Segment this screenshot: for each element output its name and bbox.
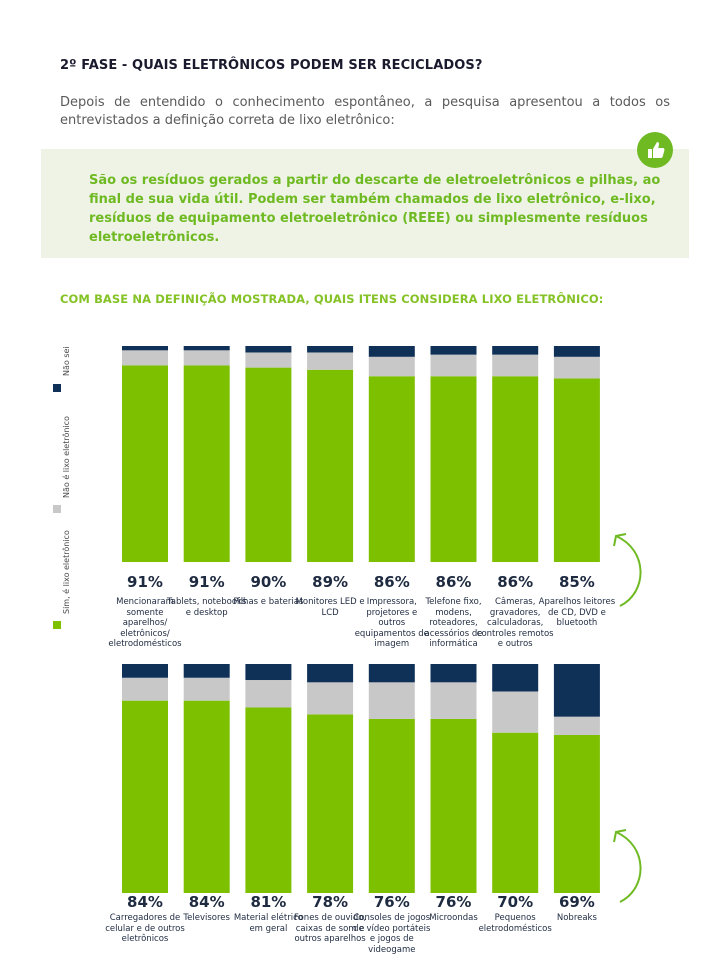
category-label: Material elétrico em geral bbox=[233, 913, 303, 934]
bar-segment-row1-7-s1 bbox=[553, 356, 600, 379]
legend-label-nao-sei: Não sei bbox=[62, 346, 71, 376]
bar-value-label: 76% bbox=[373, 893, 410, 911]
bar-segment-row1-3-s0 bbox=[307, 369, 354, 562]
bar-segment-row1-6-s0 bbox=[492, 376, 539, 562]
bar-segment-row2-2-s1 bbox=[245, 680, 292, 708]
bar-value-label: 86% bbox=[373, 573, 410, 591]
definition-box: São os resíduos gerados a partir do desc… bbox=[41, 149, 689, 258]
bar-segment-row2-7-s0 bbox=[553, 734, 600, 893]
category-label: Pequenos eletrodomésticos bbox=[478, 913, 552, 934]
section-title: 2º FASE - QUAIS ELETRÔNICOS PODEM SER RE… bbox=[60, 58, 483, 73]
bar-segment-row2-5-s1 bbox=[430, 682, 477, 719]
bar-value-label: 70% bbox=[497, 893, 534, 911]
chart-legend: Sim, é lixo eletrônico Não é lixo eletrô… bbox=[48, 340, 71, 640]
bar-segment-row1-0-s2 bbox=[122, 346, 168, 351]
category-label: Monitores LED e LCD bbox=[295, 597, 365, 618]
category-label: Carregadores de celular e de outros elet… bbox=[105, 913, 185, 944]
bar-segment-row2-4-s2 bbox=[368, 664, 415, 683]
legend-label-sim: Sim, é lixo eletrônico bbox=[62, 530, 71, 614]
bar-segment-row2-0-s2 bbox=[122, 664, 168, 678]
bar-segment-row2-4-s0 bbox=[368, 718, 415, 893]
bar-segment-row1-5-s0 bbox=[430, 376, 477, 562]
bar-value-label: 86% bbox=[497, 573, 534, 591]
bar-value-label: 86% bbox=[435, 573, 472, 591]
bar-value-label: 84% bbox=[188, 893, 225, 911]
category-label: Tablets, notebooks e desktop bbox=[166, 597, 247, 618]
bar-value-label: 91% bbox=[188, 573, 225, 591]
legend-swatch-sim bbox=[53, 621, 61, 629]
intro-paragraph: Depois de entendido o conhecimento espon… bbox=[60, 95, 670, 128]
bar-segment-row2-1-s1 bbox=[183, 677, 230, 701]
bar-segment-row2-0-s0 bbox=[122, 700, 168, 893]
category-label: Telefone fixo, modens, roteadores, acess… bbox=[424, 597, 483, 649]
bar-segment-row1-5-s2 bbox=[430, 346, 477, 355]
curved-arrow-icon bbox=[613, 829, 642, 903]
curved-arrow-icon bbox=[613, 533, 642, 607]
bar-segment-row1-2-s0 bbox=[245, 367, 292, 562]
bar-segment-row1-3-s1 bbox=[307, 352, 354, 370]
legend-label-nao: Não é lixo eletrônico bbox=[62, 416, 71, 498]
category-label: Mencionaram somente aparelhos/ eletrônic… bbox=[108, 597, 182, 649]
bar-value-label: 91% bbox=[127, 573, 163, 591]
bar-segment-row1-1-s1 bbox=[183, 350, 230, 366]
bar-segment-row2-7-s1 bbox=[553, 716, 600, 735]
bar-segment-row1-0-s1 bbox=[122, 350, 168, 366]
bar-segment-row1-4-s2 bbox=[368, 346, 415, 357]
bar-segment-row1-6-s1 bbox=[492, 354, 539, 377]
bar-value-label: 90% bbox=[250, 573, 287, 591]
bar-value-label: 81% bbox=[250, 893, 287, 911]
category-label: Aparelhos leitores de CD, DVD e bluetoot… bbox=[538, 597, 616, 628]
bar-value-label: 89% bbox=[312, 573, 349, 591]
bar-segment-row1-7-s2 bbox=[553, 346, 600, 357]
bar-value-label: 69% bbox=[558, 893, 595, 911]
bar-segment-row1-5-s1 bbox=[430, 354, 477, 377]
definition-text: São os resíduos gerados a partir do desc… bbox=[89, 173, 661, 245]
bar-segment-row2-6-s2 bbox=[492, 664, 539, 692]
bar-segment-row1-4-s0 bbox=[368, 376, 415, 562]
bar-segment-row2-6-s1 bbox=[492, 691, 539, 733]
category-label: Consoles de jogos de vídeo portáteis e j… bbox=[353, 913, 431, 955]
category-label: Pilhas e baterias bbox=[233, 597, 304, 607]
bar-segment-row2-5-s2 bbox=[430, 664, 477, 683]
bar-segment-row2-2-s2 bbox=[245, 664, 292, 681]
bar-segment-row2-3-s0 bbox=[307, 714, 354, 893]
bar-segment-row2-6-s0 bbox=[492, 732, 539, 893]
bar-segment-row1-3-s2 bbox=[307, 346, 354, 353]
bar-segment-row2-2-s0 bbox=[245, 707, 292, 893]
legend-swatch-nao bbox=[53, 505, 61, 513]
legend-swatch-nao-sei bbox=[53, 384, 61, 392]
category-label: Microondas bbox=[429, 913, 478, 923]
category-label: Câmeras, gravadores, calculadoras, contr… bbox=[476, 597, 554, 649]
bar-segment-row1-1-s0 bbox=[183, 365, 230, 562]
bar-segment-row1-1-s2 bbox=[183, 346, 230, 351]
bar-segment-row2-1-s0 bbox=[183, 700, 230, 893]
bar-value-label: 85% bbox=[558, 573, 595, 591]
thumbs-up-icon bbox=[637, 132, 673, 168]
bar-segment-row1-7-s0 bbox=[553, 378, 600, 562]
bar-segment-row1-0-s0 bbox=[122, 365, 168, 562]
bar-segment-row1-6-s2 bbox=[492, 346, 539, 355]
bar-segment-row1-2-s1 bbox=[245, 352, 292, 368]
bar-segment-row2-1-s2 bbox=[183, 664, 230, 678]
bar-value-label: 78% bbox=[312, 893, 349, 911]
category-label: Impressora, projetores e outros equipame… bbox=[354, 597, 429, 649]
category-label: Televisores bbox=[183, 913, 230, 923]
bar-segment-row2-3-s2 bbox=[307, 664, 354, 683]
bar-segment-row2-7-s2 bbox=[553, 664, 600, 717]
bar-value-label: 84% bbox=[127, 893, 163, 911]
bar-segment-row2-4-s1 bbox=[368, 682, 415, 719]
category-label: Nobreaks bbox=[556, 913, 597, 923]
bar-segment-row1-4-s1 bbox=[368, 356, 415, 377]
bar-segment-row2-3-s1 bbox=[307, 682, 354, 715]
category-label: Fones de ouvido, caixas de som e outros … bbox=[294, 913, 367, 944]
bar-segment-row2-5-s0 bbox=[430, 718, 477, 893]
bar-segment-row2-0-s1 bbox=[122, 677, 168, 701]
chart-question: COM BASE NA DEFINIÇÃO MOSTRADA, QUAIS IT… bbox=[60, 292, 604, 306]
bar-segment-row1-2-s2 bbox=[245, 346, 292, 353]
bar-value-label: 76% bbox=[435, 893, 472, 911]
